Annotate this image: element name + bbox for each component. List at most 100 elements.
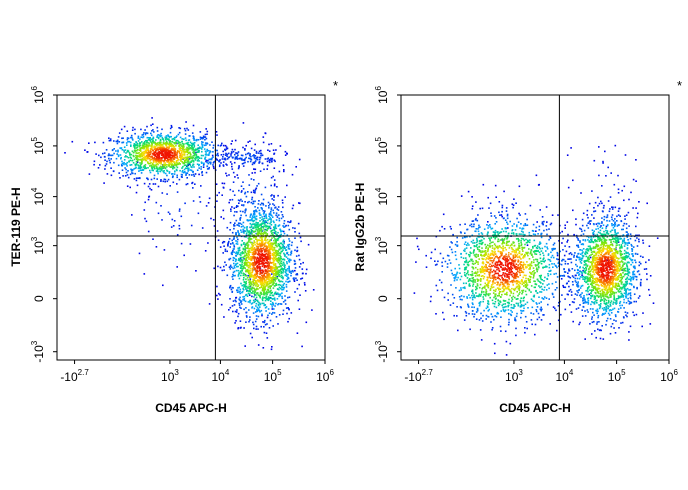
event-dot — [633, 273, 636, 276]
event-dot — [267, 201, 270, 204]
event-dot — [554, 264, 557, 267]
event-dot — [251, 202, 254, 205]
event-dot — [160, 163, 162, 165]
event-dot — [246, 242, 249, 245]
event-dot — [276, 253, 278, 256]
event-dot — [226, 226, 229, 229]
event-dot — [216, 159, 219, 161]
event-dot — [476, 309, 479, 312]
event-dot — [273, 254, 275, 257]
event-dot — [201, 145, 204, 147]
event-dot — [169, 156, 171, 159]
event-dot — [500, 316, 502, 318]
event-dot — [601, 217, 603, 219]
event-dot — [254, 264, 257, 266]
event-dot — [232, 271, 235, 274]
event-dot — [180, 156, 182, 158]
event-dot — [256, 243, 259, 245]
event-dot — [548, 263, 551, 266]
event-dot — [229, 298, 231, 300]
event-dot — [473, 223, 475, 226]
event-dot — [148, 139, 151, 141]
event-dot — [282, 225, 284, 227]
event-dot — [296, 332, 299, 334]
y-tick-label: 0 — [32, 295, 46, 302]
event-dot — [173, 151, 176, 154]
event-dot — [270, 230, 272, 233]
event-dot — [261, 279, 263, 281]
event-dot — [254, 225, 257, 227]
event-dot — [154, 183, 157, 185]
event-dot — [625, 227, 628, 230]
event-dot — [460, 232, 462, 234]
event-dot — [159, 162, 161, 164]
event-dot — [576, 256, 579, 259]
event-dot — [510, 306, 513, 309]
event-dot — [271, 306, 274, 308]
event-dot — [162, 140, 165, 142]
event-dot — [603, 313, 605, 315]
event-dot — [598, 146, 600, 148]
event-dot — [142, 159, 145, 161]
event-dot — [632, 265, 635, 268]
event-dot — [271, 277, 274, 279]
event-dot — [257, 284, 260, 286]
event-dot — [184, 137, 187, 139]
event-dot — [237, 289, 239, 291]
event-dot — [646, 202, 648, 205]
event-dot — [146, 177, 148, 179]
event-dot — [491, 328, 493, 331]
event-dot — [151, 155, 153, 158]
event-dot — [270, 230, 273, 232]
event-dot — [202, 141, 204, 144]
event-dot — [234, 139, 237, 142]
event-dot — [264, 296, 266, 299]
event-dot — [266, 274, 268, 277]
event-dot — [235, 240, 237, 242]
event-dot — [169, 154, 172, 157]
event-dot — [282, 309, 285, 312]
event-dot — [212, 162, 215, 164]
event-dot — [294, 237, 296, 239]
event-dot — [610, 312, 613, 314]
event-dot — [568, 276, 570, 278]
event-dot — [240, 301, 242, 303]
event-dot — [245, 236, 247, 238]
event-dot — [206, 168, 209, 170]
event-dot — [601, 325, 603, 327]
event-dot — [249, 332, 252, 335]
event-dot — [197, 212, 200, 215]
event-dot — [143, 158, 146, 161]
event-dot — [172, 157, 175, 160]
event-dot — [631, 259, 634, 261]
event-dot — [219, 145, 222, 147]
event-dot — [468, 244, 470, 246]
event-dot — [134, 163, 136, 166]
event-dot — [277, 303, 279, 306]
event-dot — [259, 203, 262, 206]
event-dot — [271, 301, 274, 304]
event-dot — [253, 248, 255, 250]
event-dot — [274, 292, 276, 295]
event-dot — [592, 232, 595, 235]
event-dot — [145, 157, 148, 160]
event-dot — [257, 182, 260, 185]
y-tick-label: 105 — [30, 136, 46, 154]
event-dot — [229, 284, 232, 287]
event-dot — [292, 270, 294, 273]
event-dot — [255, 226, 257, 229]
event-dot — [254, 268, 257, 271]
event-dot — [223, 269, 225, 271]
event-dot — [95, 153, 97, 155]
event-dot — [294, 291, 296, 293]
event-dot — [449, 246, 451, 248]
event-dot — [187, 143, 189, 146]
event-dot — [274, 299, 276, 301]
event-dot — [172, 166, 175, 168]
event-dot — [224, 248, 227, 251]
event-dot — [245, 243, 247, 246]
event-dot — [487, 225, 490, 227]
event-dot — [288, 271, 291, 273]
event-dot — [150, 158, 153, 161]
event-dot — [178, 208, 181, 210]
